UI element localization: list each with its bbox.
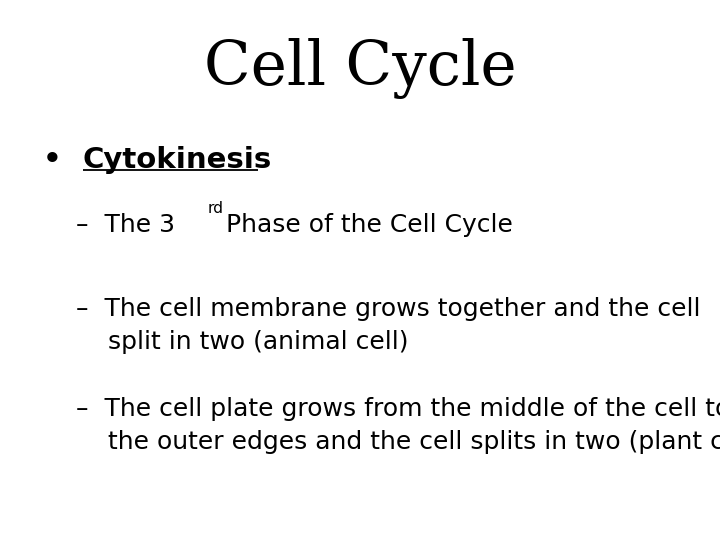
Text: –  The 3: – The 3 <box>76 213 174 237</box>
Text: Phase of the Cell Cycle: Phase of the Cell Cycle <box>218 213 513 237</box>
Text: –  The cell membrane grows together and the cell
    split in two (animal cell): – The cell membrane grows together and t… <box>76 297 700 354</box>
Text: rd: rd <box>207 201 223 216</box>
Text: Cytokinesis: Cytokinesis <box>83 146 272 174</box>
Text: –  The cell plate grows from the middle of the cell to
    the outer edges and t: – The cell plate grows from the middle o… <box>76 397 720 454</box>
Text: •: • <box>43 146 62 174</box>
Text: Cell Cycle: Cell Cycle <box>204 38 516 99</box>
